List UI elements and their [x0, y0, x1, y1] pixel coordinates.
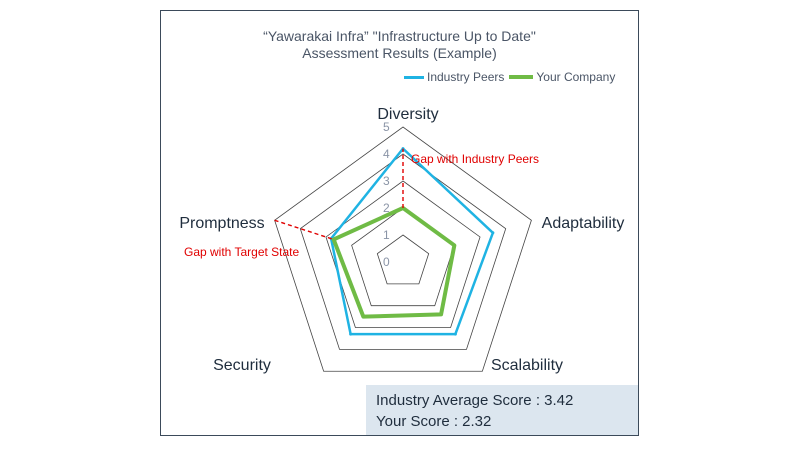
legend: Industry Peers Your Company	[404, 70, 620, 84]
legend-swatch-your-company	[509, 75, 534, 79]
legend-label-your-company: Your Company	[536, 70, 616, 84]
data-point-your-company	[332, 237, 336, 241]
annotation-gap-target-state: Gap with Target State	[184, 245, 300, 259]
data-point-industry-peers	[453, 332, 457, 336]
axis-label-adaptability: Adaptability	[542, 215, 625, 232]
gap-line-target-state	[274, 219, 334, 241]
data-point-your-company	[439, 312, 443, 316]
grid-ring-5	[274, 126, 532, 372]
chart-frame	[160, 10, 639, 436]
rtick-label: 1	[383, 228, 390, 242]
grid-ring-4	[299, 153, 507, 350]
annotation-gap-industry-peers: Gap with Industry Peers	[411, 152, 539, 166]
industry-average-score: Industry Average Score : 3.42	[376, 392, 574, 409]
legend-item-industry-peers: Industry Peers	[404, 70, 504, 84]
axis-label-diversity: Diversity	[377, 106, 438, 123]
rtick-label: 2	[383, 201, 390, 215]
legend-label-industry-peers: Industry Peers	[427, 70, 505, 84]
axis-label-security: Security	[213, 357, 271, 374]
rtick-label: 4	[383, 147, 390, 161]
series-line-your-company	[331, 206, 457, 319]
rtick-label: 3	[383, 174, 390, 188]
data-point-your-company	[361, 315, 365, 319]
data-point-industry-peers	[491, 231, 495, 235]
axis-label-promptness: Promptness	[179, 215, 264, 232]
axis-label-scalability: Scalability	[491, 357, 563, 374]
score-box: Industry Average Score : 3.42 Your Score…	[366, 385, 638, 435]
series-line-industry-peers	[329, 147, 495, 336]
grid-ring-1	[376, 234, 430, 285]
chart-title: “Yawarakai Infra” "Infrastructure Up to …	[263, 28, 536, 44]
rtick-label: 0	[383, 255, 390, 269]
legend-item-your-company: Your Company	[509, 70, 615, 84]
rtick-label: 5	[383, 120, 390, 134]
legend-swatch-industry-peers	[404, 75, 424, 79]
your-score: Your Score : 2.32	[376, 413, 492, 430]
data-point-industry-peers	[349, 332, 353, 336]
data-point-your-company	[452, 243, 456, 247]
chart-subtitle: Assessment Results (Example)	[302, 45, 497, 61]
